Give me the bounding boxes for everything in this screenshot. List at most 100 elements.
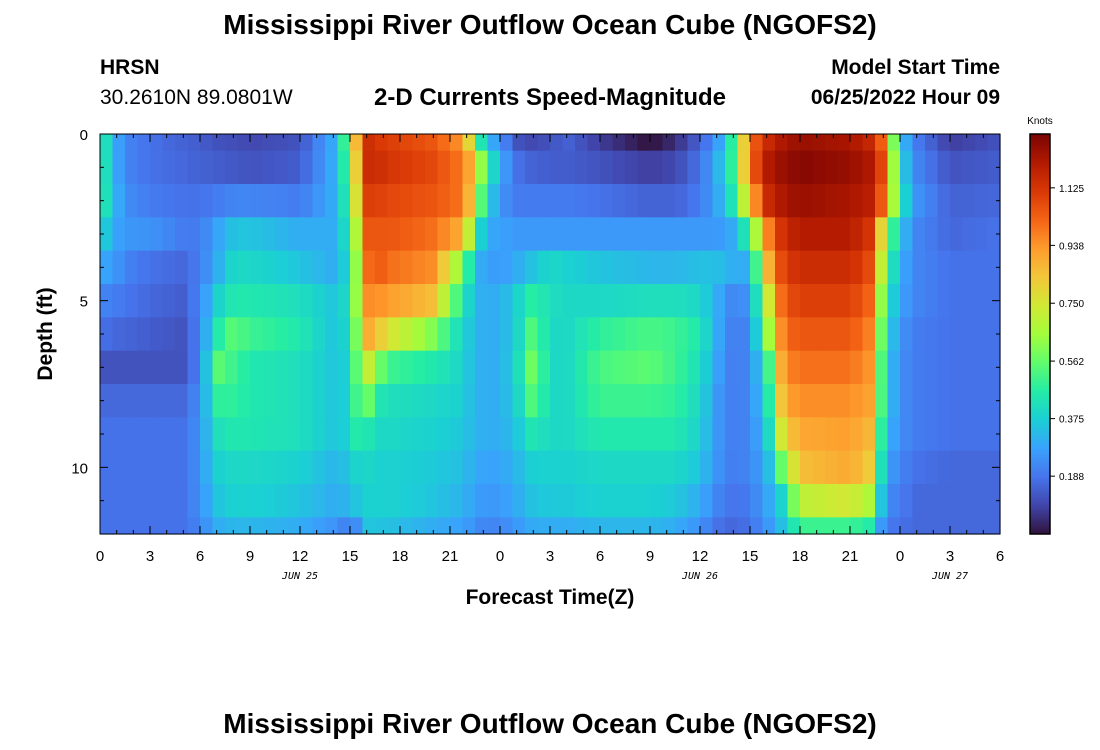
heatmap-cell <box>775 350 789 385</box>
heatmap-cell <box>837 384 851 418</box>
heatmap-cell <box>325 417 339 452</box>
heatmap-cell <box>375 217 389 252</box>
heatmap-cell <box>350 417 364 452</box>
x-tick-label: 3 <box>146 548 154 565</box>
x-tick-label: 21 <box>442 548 459 565</box>
heatmap-cell <box>600 517 614 535</box>
heatmap-cell <box>500 350 514 385</box>
heatmap-cell <box>712 250 726 285</box>
heatmap-cell <box>550 384 564 418</box>
heatmap-cell <box>875 250 889 285</box>
heatmap-cell <box>100 134 114 152</box>
heatmap-cell <box>900 517 914 535</box>
heatmap-cell <box>237 517 251 535</box>
heatmap-cell <box>512 450 526 485</box>
heatmap-cell <box>600 184 614 218</box>
heatmap-cell <box>462 217 476 252</box>
heatmap-cell <box>875 184 889 218</box>
heatmap-cell <box>837 250 851 285</box>
heatmap-cell <box>912 317 926 352</box>
heatmap-cell <box>625 384 639 418</box>
heatmap-cell <box>287 150 301 185</box>
heatmap-cell <box>400 284 414 318</box>
heatmap-cell <box>850 484 864 518</box>
heatmap-cell <box>787 250 801 285</box>
heatmap-cell <box>837 134 851 152</box>
heatmap-cell <box>587 484 601 518</box>
heatmap-cell <box>937 350 951 385</box>
heatmap-cell <box>612 150 626 185</box>
heatmap-cell <box>762 217 776 252</box>
heatmap-cell <box>250 484 264 518</box>
heatmap-cell <box>412 150 426 185</box>
heatmap-cell <box>312 384 326 418</box>
heatmap-cell <box>362 417 376 452</box>
heatmap-cell <box>575 317 589 352</box>
heatmap-cell <box>775 284 789 318</box>
heatmap-cell <box>537 284 551 318</box>
heatmap-cell <box>512 134 526 152</box>
heatmap-cell <box>137 284 151 318</box>
heatmap-cell <box>387 250 401 285</box>
heatmap-cell <box>887 184 901 218</box>
heatmap-cell <box>325 217 339 252</box>
heatmap-cell <box>862 484 876 518</box>
heatmap-cell <box>200 517 214 535</box>
heatmap-cell <box>975 384 989 418</box>
colorbar-scale <box>1029 133 1051 535</box>
heatmap-cell <box>362 484 376 518</box>
heatmap-cell <box>462 450 476 485</box>
heatmap-cell <box>962 350 976 385</box>
heatmap-cell <box>850 350 864 385</box>
x-tick-label: 12 <box>292 548 309 565</box>
heatmap-cell <box>287 317 301 352</box>
heatmap-cell <box>387 350 401 385</box>
heatmap-cell <box>862 184 876 218</box>
heatmap-cell <box>512 217 526 252</box>
heatmap-cell <box>337 217 351 252</box>
heatmap-cell <box>137 450 151 485</box>
heatmap-cell <box>275 284 289 318</box>
heatmap-cell <box>300 217 314 252</box>
heatmap-cell <box>550 150 564 185</box>
heatmap-cell <box>325 284 339 318</box>
heatmap-cell <box>237 184 251 218</box>
heatmap-cell <box>375 384 389 418</box>
heatmap-cell <box>512 384 526 418</box>
heatmap-cell <box>100 417 114 452</box>
heatmap-cell <box>375 417 389 452</box>
heatmap-cell <box>262 317 276 352</box>
heatmap-cell <box>487 284 501 318</box>
heatmap-cell <box>212 417 226 452</box>
heatmap-cell <box>387 284 401 318</box>
heatmap-cell <box>850 134 864 152</box>
heatmap-cell <box>650 134 664 152</box>
heatmap-cell <box>262 134 276 152</box>
heatmap-cell <box>612 250 626 285</box>
heatmap-cell <box>312 150 326 185</box>
heatmap-cell <box>187 134 201 152</box>
heatmap-cell <box>600 317 614 352</box>
heatmap-cell <box>662 384 676 418</box>
date-label: JUN 25 <box>281 571 318 582</box>
heatmap-cell <box>862 450 876 485</box>
heatmap-cell <box>537 350 551 385</box>
heatmap-cell <box>225 184 239 218</box>
heatmap-cell <box>625 417 639 452</box>
heatmap-cell <box>637 384 651 418</box>
heatmap-cell <box>650 350 664 385</box>
heatmap-cell <box>712 150 726 185</box>
heatmap-cell <box>187 184 201 218</box>
heatmap-cell <box>637 484 651 518</box>
heatmap-cell <box>300 350 314 385</box>
heatmap-cell <box>625 150 639 185</box>
heatmap-cell <box>962 384 976 418</box>
heatmap-cell <box>475 517 489 535</box>
heatmap-cell <box>875 450 889 485</box>
heatmap-cell <box>500 134 514 152</box>
heatmap-cell <box>112 217 126 252</box>
heatmap-cell <box>262 184 276 218</box>
heatmap-cell <box>512 517 526 535</box>
heatmap-cell <box>750 150 764 185</box>
heatmap-cell <box>262 417 276 452</box>
